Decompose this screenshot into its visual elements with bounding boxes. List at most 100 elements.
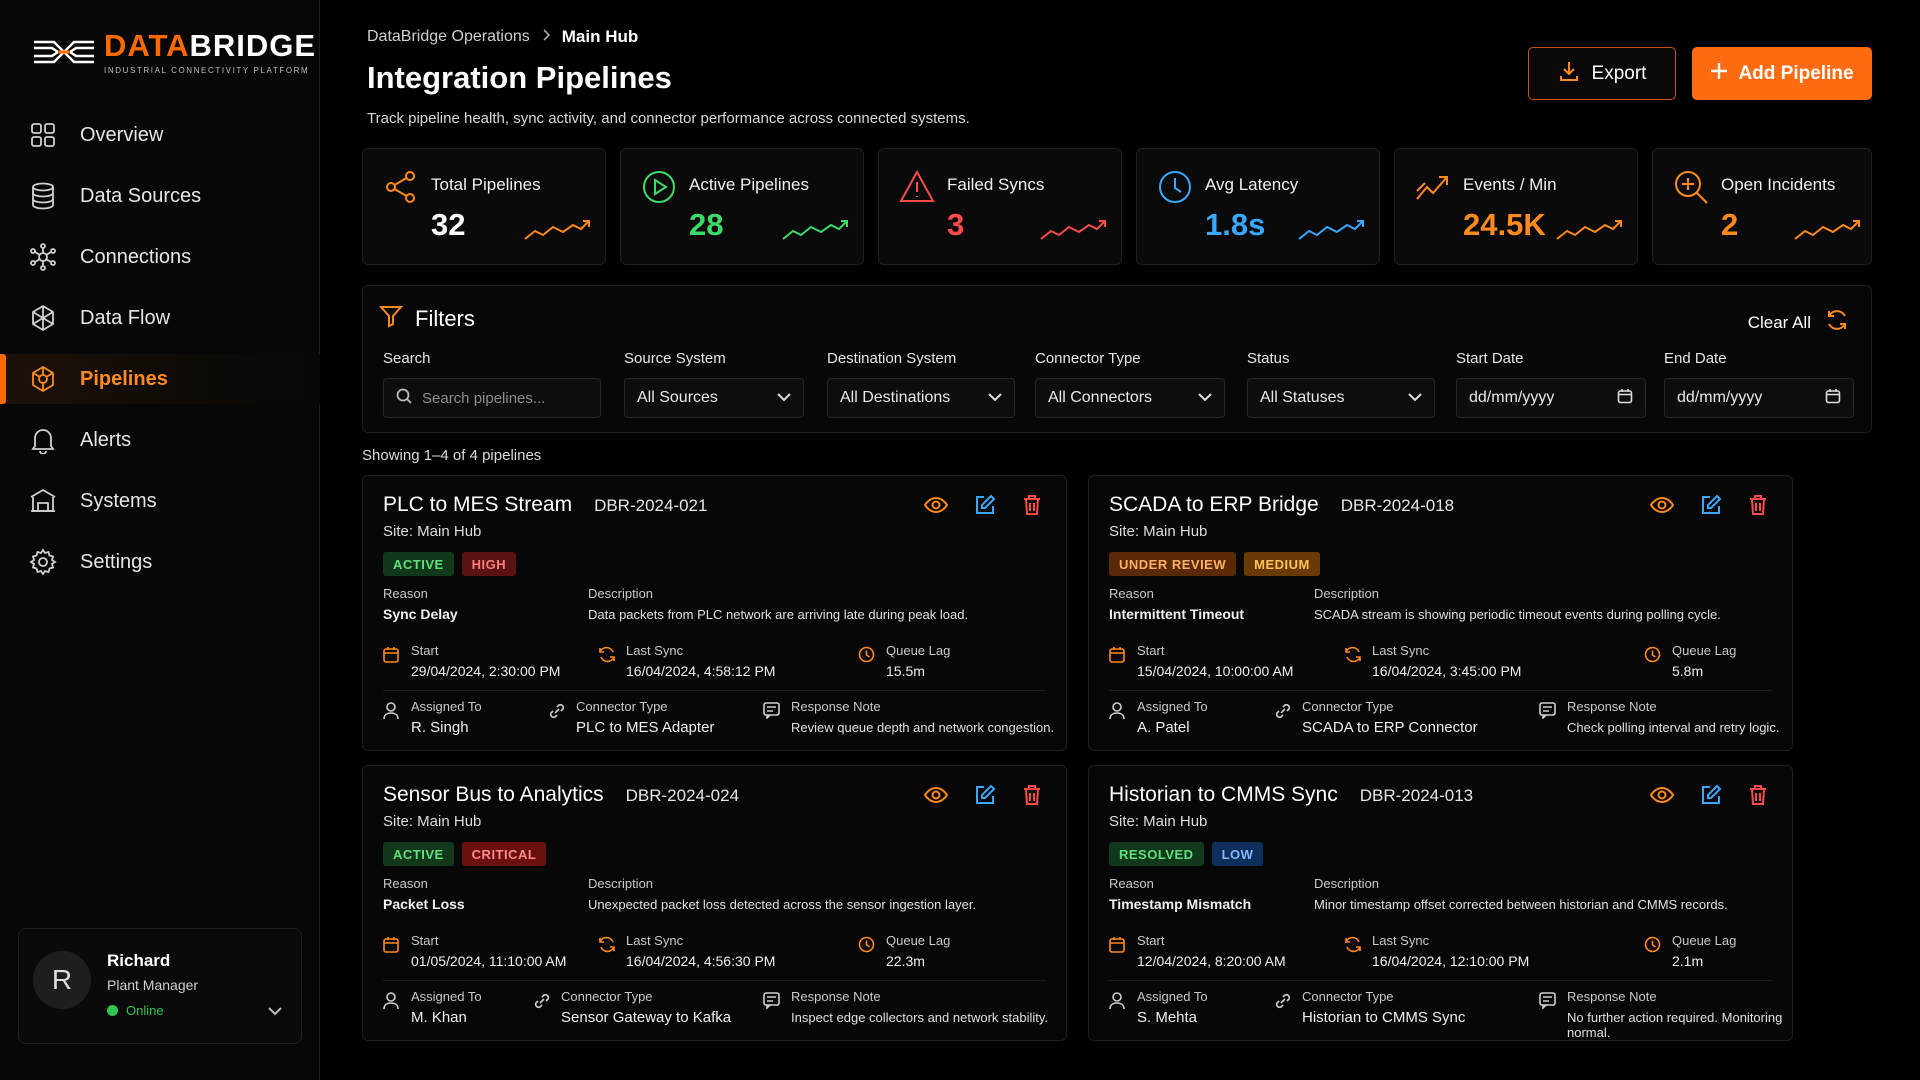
assigned-to-value: M. Khan <box>411 1009 467 1026</box>
sync-icon <box>1344 646 1362 668</box>
reason-label: Reason <box>1109 876 1154 891</box>
pipeline-name[interactable]: SCADA to ERP Bridge <box>1109 493 1319 516</box>
pipeline-card[interactable]: PLC to MES Stream DBR-2024-021 Site: Mai… <box>362 475 1067 751</box>
plus-icon <box>1710 62 1728 86</box>
user-profile-card[interactable]: R Richard Plant Manager Online <box>18 928 302 1044</box>
description-label: Description <box>1314 876 1380 891</box>
stat-value: 28 <box>689 207 724 242</box>
start-date-label: Start Date <box>1456 350 1524 367</box>
sidebar-item-overview[interactable]: Overview <box>0 110 320 160</box>
pipeline-name[interactable]: Sensor Bus to Analytics <box>383 783 604 806</box>
pipeline-card[interactable]: Sensor Bus to Analytics DBR-2024-024 Sit… <box>362 765 1067 1041</box>
sidebar-item-pipelines[interactable]: Pipelines <box>0 354 320 404</box>
destination-system-select[interactable]: All Destinations <box>827 378 1015 418</box>
export-button[interactable]: Export <box>1528 47 1676 100</box>
description-value: Unexpected packet loss detected across t… <box>588 897 977 912</box>
connector-type-select[interactable]: All Connectors <box>1035 378 1225 418</box>
stat-label: Events / Min <box>1463 175 1557 194</box>
stat-value: 2 <box>1721 207 1739 242</box>
page-subtitle: Track pipeline health, sync activity, an… <box>367 110 970 127</box>
clock-icon <box>858 936 875 958</box>
assigned-to-label: Assigned To <box>411 989 482 1004</box>
start-value: 12/04/2024, 8:20:00 AM <box>1137 953 1286 969</box>
pipeline-icon <box>28 364 58 394</box>
source-system-value: All Sources <box>637 389 718 406</box>
status-select[interactable]: All Statuses <box>1247 378 1435 418</box>
sidebar-item-connections[interactable]: Connections <box>0 232 320 282</box>
chevron-down-icon <box>777 389 791 407</box>
end-date-input[interactable]: dd/mm/yyyy <box>1664 378 1854 418</box>
queue-lag-label: Queue Lag <box>886 933 951 948</box>
delete-trash-icon[interactable] <box>1748 494 1768 521</box>
response-note-value: Check polling interval and retry logic. <box>1567 720 1780 735</box>
connector-type-label: Connector Type <box>1302 699 1394 714</box>
last-sync-value: 16/04/2024, 4:58:12 PM <box>626 663 776 679</box>
chevron-down-icon <box>1408 389 1422 407</box>
sidebar-item-alerts[interactable]: Alerts <box>0 415 320 465</box>
connector-type-value: Sensor Gateway to Kafka <box>561 1009 732 1026</box>
view-eye-icon[interactable] <box>1649 496 1675 519</box>
queue-lag-value: 2.1m <box>1672 953 1704 969</box>
edit-icon[interactable] <box>1700 494 1722 521</box>
sidebar-item-settings[interactable]: Settings <box>0 537 320 587</box>
main-content: DataBridge Operations Main Hub Integrati… <box>360 0 1880 1080</box>
page-title: Integration Pipelines <box>367 60 672 95</box>
card-divider <box>383 690 1046 691</box>
view-eye-icon[interactable] <box>923 786 949 809</box>
brand-logo[interactable]: DATABRIDGE INDUSTRIAL CONNECTIVITY PLATF… <box>32 28 316 75</box>
sidebar-item-data-flow[interactable]: Data Flow <box>0 293 320 343</box>
sidebar-item-systems[interactable]: Systems <box>0 476 320 526</box>
delete-trash-icon[interactable] <box>1022 494 1042 521</box>
edit-icon[interactable] <box>974 784 996 811</box>
source-system-select[interactable]: All Sources <box>624 378 804 418</box>
connector-type-value: PLC to MES Adapter <box>576 719 715 736</box>
brand-name-part-a: DATA <box>104 28 190 63</box>
calendar-icon <box>383 936 399 958</box>
delete-trash-icon[interactable] <box>1022 784 1042 811</box>
note-icon <box>1539 702 1556 724</box>
chevron-down-icon <box>988 389 1002 407</box>
sidebar-item-label: Pipelines <box>80 367 168 390</box>
export-label: Export <box>1591 62 1647 84</box>
sync-icon <box>598 936 616 958</box>
delete-trash-icon[interactable] <box>1748 784 1768 811</box>
pipeline-name[interactable]: Historian to CMMS Sync <box>1109 783 1338 806</box>
calendar-icon <box>1825 388 1841 409</box>
view-eye-icon[interactable] <box>1649 786 1675 809</box>
pipeline-site: Site: Main Hub <box>383 813 482 830</box>
badge-group: ACTIVE CRITICAL <box>383 842 547 866</box>
brand-name-part-b: BRIDGE <box>189 28 317 63</box>
chevron-down-icon[interactable] <box>267 1003 283 1021</box>
start-label: Start <box>1137 933 1165 948</box>
search-input[interactable] <box>422 389 572 407</box>
results-count: Showing 1–4 of 4 pipelines <box>362 447 542 464</box>
start-date-input[interactable]: dd/mm/yyyy <box>1456 378 1646 418</box>
card-actions <box>1649 784 1768 811</box>
edit-icon[interactable] <box>1700 784 1722 811</box>
clear-all-button[interactable]: Clear All <box>1748 308 1849 337</box>
chevron-right-icon <box>542 28 550 46</box>
view-eye-icon[interactable] <box>923 496 949 519</box>
breadcrumb-root[interactable]: DataBridge Operations <box>367 28 530 45</box>
stat-label: Open Incidents <box>1721 175 1836 194</box>
edit-icon[interactable] <box>974 494 996 521</box>
sparkline-icon <box>782 220 848 240</box>
download-icon <box>1558 60 1580 88</box>
play-circle-icon <box>641 169 677 210</box>
pipeline-card[interactable]: SCADA to ERP Bridge DBR-2024-018 Site: M… <box>1088 475 1793 751</box>
note-icon <box>763 992 780 1014</box>
card-header: Historian to CMMS Sync DBR-2024-013 <box>1109 783 1473 807</box>
clock-icon <box>1644 936 1661 958</box>
clock-icon <box>1644 646 1661 668</box>
sidebar-item-data-sources[interactable]: Data Sources <box>0 171 320 221</box>
user-status: Online <box>107 1003 164 1018</box>
pipeline-card[interactable]: Historian to CMMS Sync DBR-2024-013 Site… <box>1088 765 1793 1041</box>
sidebar-item-label: Data Sources <box>80 184 202 207</box>
status-badge: ACTIVE <box>383 552 454 576</box>
pipeline-name[interactable]: PLC to MES Stream <box>383 493 573 516</box>
user-icon <box>383 992 399 1015</box>
add-pipeline-button[interactable]: Add Pipeline <box>1692 47 1872 100</box>
queue-lag-label: Queue Lag <box>886 643 951 658</box>
link-icon <box>548 702 566 725</box>
chevron-down-icon <box>1198 389 1212 407</box>
